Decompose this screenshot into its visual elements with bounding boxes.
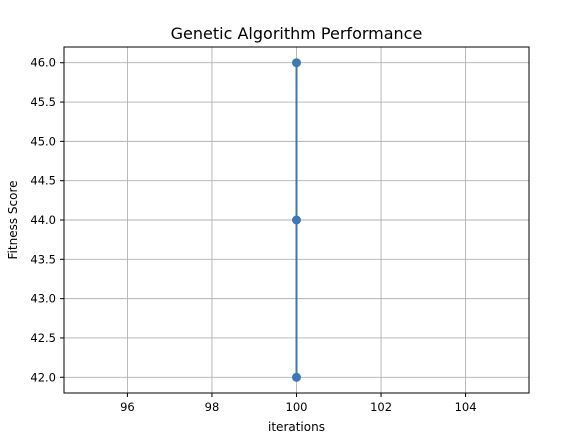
y-tick-label: 43.0: [30, 292, 56, 306]
y-axis-label: Fitness Score: [6, 181, 20, 260]
x-tick-label: 98: [205, 400, 220, 414]
ticks: 96 98 100 102 104 42.0 42.5 43.0 43.5 44.0 44.5 45.…: [30, 56, 476, 414]
y-tick-label: 45.0: [30, 134, 56, 148]
data-point: [292, 215, 301, 225]
y-tick-label: 43.5: [30, 252, 56, 266]
y-tick-label: 42.5: [30, 331, 56, 345]
x-tick-label: 104: [455, 400, 477, 414]
chart-title: Genetic Algorithm Performance: [171, 24, 423, 43]
y-tick-label: 44.0: [30, 213, 56, 227]
y-tick-label: 44.5: [30, 174, 56, 188]
x-tick-label: 100: [286, 400, 308, 414]
x-axis-label: iterations: [268, 420, 325, 434]
series-layer: [292, 58, 301, 382]
y-tick-label: 42.0: [30, 370, 56, 384]
data-point: [292, 58, 301, 68]
y-tick-label: 46.0: [30, 56, 56, 70]
y-tick-label: 45.5: [30, 95, 56, 109]
x-tick-label: 96: [120, 400, 135, 414]
x-tick-label: 102: [370, 400, 392, 414]
data-point: [292, 372, 301, 382]
